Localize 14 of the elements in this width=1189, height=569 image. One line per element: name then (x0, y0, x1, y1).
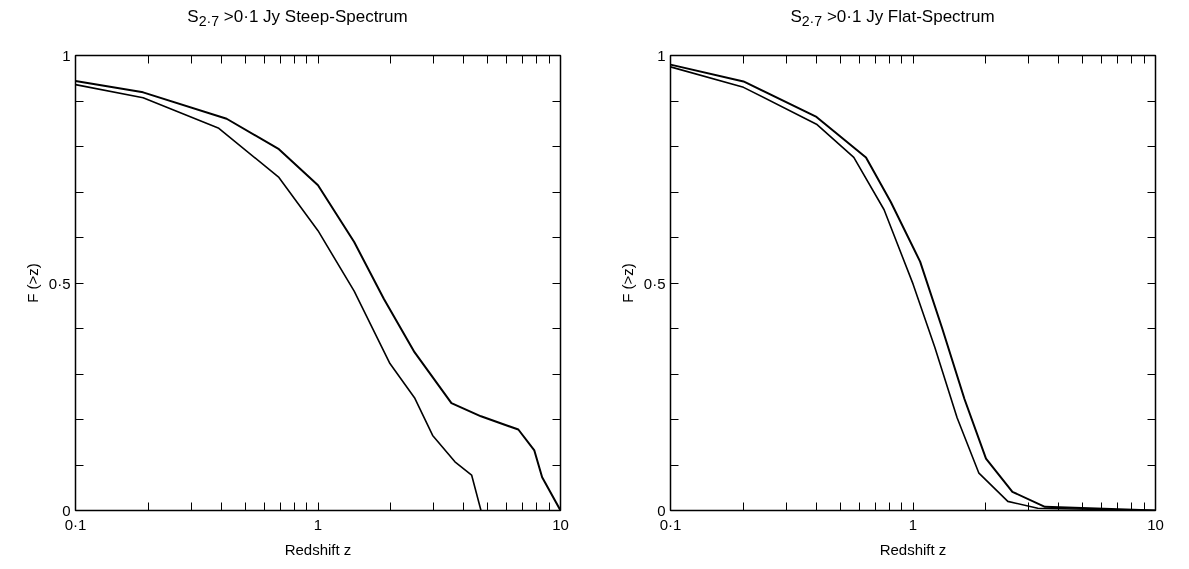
chart-title: S$_{2·7}$ >0·1 Jy Flat-Spectrum (789, 6, 996, 32)
x-axis-title: Redshift z (284, 540, 352, 558)
y-tick-label: 0·5 (643, 274, 666, 292)
y-tick-label: 1 (62, 47, 71, 64)
y-tick-label: 1 (657, 47, 666, 64)
y-axis-title: F (>z) (618, 263, 636, 303)
y-axis-title: F (>z) (23, 263, 41, 303)
chart-title: S$_{2·7}$ >0·1 Jy Steep-Spectrum (186, 6, 409, 32)
x-tick-label: 1 (313, 515, 323, 533)
x-tick-label: 10 (1147, 515, 1164, 533)
x-tick-label: 1 (908, 515, 918, 533)
y-tick-label: 0·5 (48, 274, 71, 292)
x-tick-label: 10 (552, 515, 569, 533)
x-axis-title: Redshift z (879, 540, 947, 558)
